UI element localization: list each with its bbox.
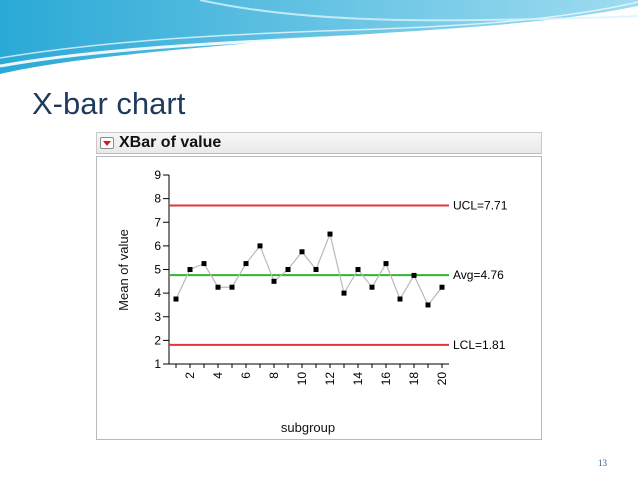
header-wave-decoration: [0, 0, 638, 74]
data-point: [425, 302, 431, 308]
data-point: [229, 284, 235, 290]
y-tick-label: 4: [154, 286, 161, 300]
data-point: [355, 267, 361, 272]
data-point: [369, 284, 375, 290]
y-tick-label: 9: [154, 168, 161, 182]
data-point: [243, 261, 249, 267]
data-point: [383, 261, 389, 267]
y-tick-label: 2: [154, 333, 161, 347]
x-tick-label: 6: [239, 372, 253, 379]
data-point: [187, 267, 193, 272]
y-tick-label: 5: [154, 263, 161, 277]
data-point: [299, 249, 305, 255]
data-point: [327, 231, 333, 237]
series-means: [173, 231, 445, 308]
y-tick-label: 7: [154, 215, 161, 229]
chart-panel-title: XBar of value: [119, 134, 222, 151]
data-point: [313, 267, 319, 272]
x-tick-label: 4: [211, 372, 225, 379]
page-number: 13: [598, 458, 607, 468]
disclosure-triangle-icon[interactable]: [100, 137, 114, 149]
data-point: [257, 243, 263, 249]
control-line-label: Avg=4.76: [453, 268, 504, 282]
x-tick-label: 10: [295, 372, 309, 386]
chart-panel-header[interactable]: XBar of value: [96, 132, 542, 154]
x-tick-label: 16: [379, 372, 393, 386]
data-point: [201, 261, 207, 267]
x-tick-label: 12: [323, 372, 337, 386]
x-tick-label: 20: [435, 372, 449, 386]
chart-frame: 1 2 3 4 5 6 7 8 9 2 4 6 8 10 12 14 16 18 20 UCL=7.71 Avg=4.…: [96, 156, 542, 440]
x-tick-label: 8: [267, 372, 281, 379]
data-point: [285, 267, 291, 272]
control-limit-lines: UCL=7.71 Avg=4.76 LCL=1.81: [169, 198, 508, 352]
x-tick-label: 2: [183, 372, 197, 379]
data-point: [439, 284, 445, 290]
x-tick-label: 18: [407, 372, 421, 386]
series-line: [175, 232, 443, 307]
y-tick-label: 8: [154, 192, 161, 206]
control-line-label: LCL=1.81: [453, 338, 506, 352]
x-tick-label: 14: [351, 372, 365, 386]
slide-title: X-bar chart: [32, 86, 186, 121]
data-point: [341, 290, 347, 296]
x-axis-label: subgroup: [281, 420, 335, 435]
data-point: [411, 272, 417, 278]
data-point: [215, 284, 221, 290]
y-tick-label: 3: [154, 310, 161, 324]
y-tick-label: 1: [154, 357, 161, 371]
y-axis-label: Mean of value: [116, 229, 131, 311]
data-point: [397, 296, 403, 302]
y-tick-label: 6: [154, 239, 161, 253]
control-line-label: UCL=7.71: [453, 198, 508, 212]
data-point: [271, 278, 277, 284]
data-point: [173, 296, 179, 302]
